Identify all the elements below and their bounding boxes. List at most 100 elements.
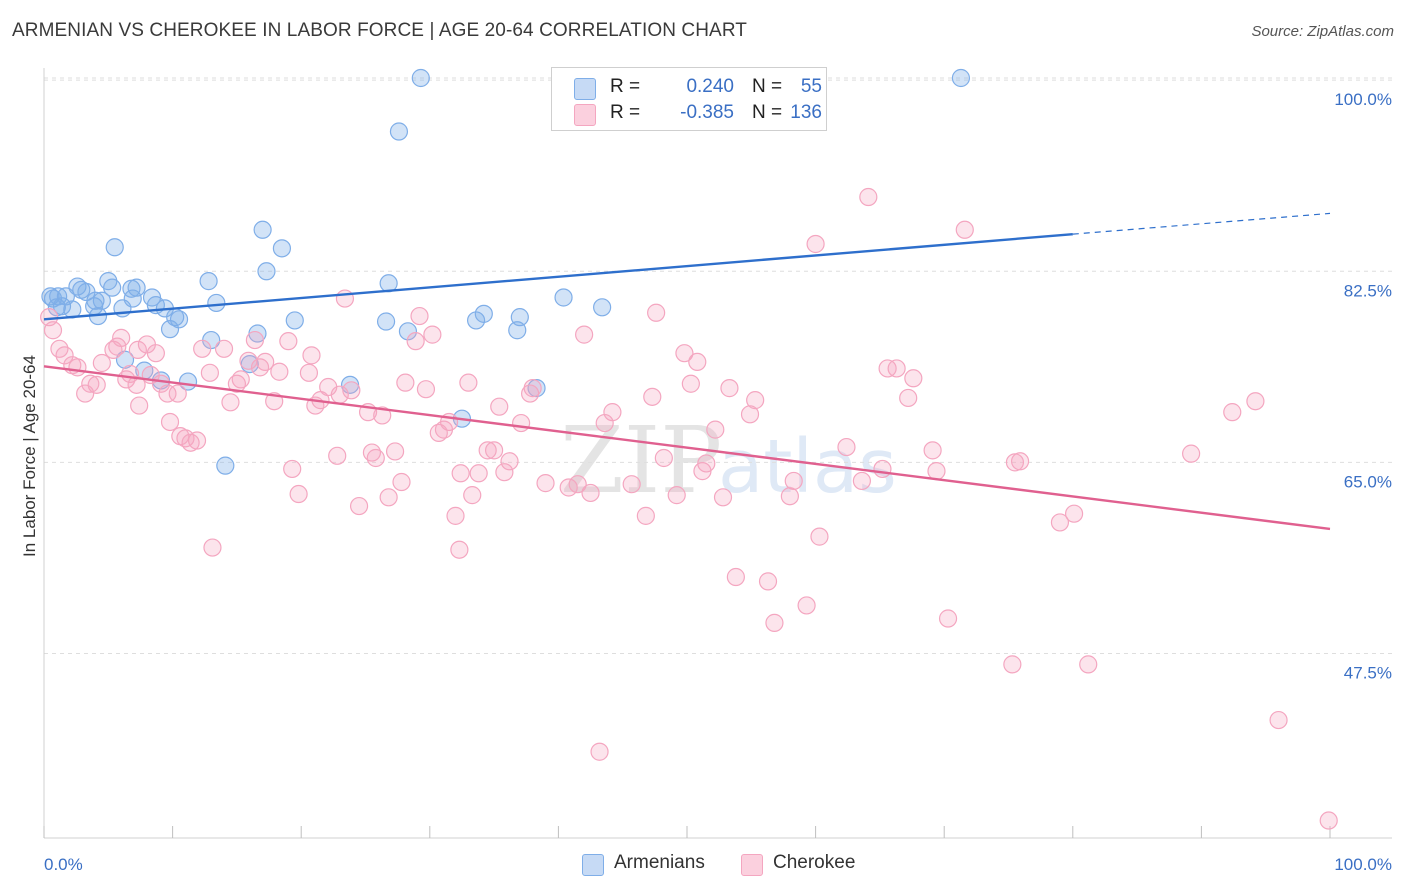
data-point <box>160 412 180 432</box>
y-tick-label: 82.5% <box>1344 281 1392 300</box>
watermark-zip-text: ZIP <box>560 407 722 514</box>
data-point <box>245 330 265 350</box>
data-point <box>636 506 655 525</box>
data-point <box>203 538 222 557</box>
data-point <box>1319 811 1338 830</box>
tick-labels: 47.5% 65.0% 82.5% 100.0% 0.0% 100.0% <box>44 90 1392 874</box>
data-point <box>87 375 106 394</box>
data-point <box>1050 513 1070 532</box>
data-point <box>806 234 825 254</box>
data-point <box>406 332 425 351</box>
data-point <box>410 306 429 326</box>
data-point <box>423 325 442 344</box>
data-point <box>81 374 100 393</box>
data-point <box>873 459 892 479</box>
data-point <box>780 487 799 506</box>
data-point <box>279 332 298 351</box>
data-point <box>416 380 436 399</box>
data-point <box>938 609 958 628</box>
trend-line-armenians <box>43 232 1073 321</box>
data-point <box>335 289 355 308</box>
cherokee-swatch <box>574 104 596 126</box>
data-point <box>123 289 142 308</box>
data-point <box>128 340 147 359</box>
data-point <box>199 272 218 291</box>
data-point <box>647 303 666 322</box>
data-point <box>899 388 918 408</box>
y-tick-label: 47.5% <box>1344 663 1392 682</box>
data-point <box>108 337 127 356</box>
data-point <box>214 339 234 358</box>
data-point <box>697 454 716 473</box>
data-point <box>187 431 207 450</box>
data-point <box>927 462 946 481</box>
data-point <box>270 362 289 381</box>
data-point <box>784 471 803 491</box>
data-point <box>746 391 765 410</box>
data-point <box>200 363 219 382</box>
data-point <box>392 472 411 492</box>
stats-legend: R = 0.240 N = 55 R = -0.385 N = 136 <box>551 67 827 131</box>
legend-label: Armenians <box>614 852 705 873</box>
axes <box>43 68 1392 839</box>
data-point <box>951 68 971 88</box>
data-point <box>285 311 304 330</box>
data-point <box>411 68 430 88</box>
data-point <box>398 322 418 341</box>
watermark: ZIP atlas <box>560 407 897 514</box>
data-point <box>720 379 739 398</box>
data-point <box>127 278 146 297</box>
data-point <box>500 452 519 471</box>
data-point <box>216 456 235 475</box>
data-point <box>373 406 392 425</box>
data-point <box>272 239 292 258</box>
data-point <box>622 475 641 494</box>
data-point <box>1003 655 1022 674</box>
armenians-legend-swatch <box>582 854 604 876</box>
data-point <box>706 420 725 439</box>
data-point <box>654 448 673 468</box>
x-tick-label-max: 100.0% <box>1334 855 1392 874</box>
data-point <box>667 486 686 505</box>
data-point <box>253 220 272 239</box>
data-point <box>726 567 745 587</box>
trend-line-cherokee <box>43 365 1331 531</box>
r-label: R = <box>610 102 641 123</box>
data-point <box>231 370 250 389</box>
data-point <box>758 572 778 591</box>
data-point <box>1064 504 1084 523</box>
data-point <box>450 540 469 559</box>
data-point <box>103 278 122 297</box>
data-point <box>86 291 105 310</box>
chart-title: ARMENIAN VS CHEROKEE IN LABOR FORCE | AG… <box>12 20 748 41</box>
data-point <box>675 344 694 363</box>
data-point <box>105 238 124 257</box>
r-value: 0.240 <box>686 76 734 97</box>
data-point <box>193 339 212 358</box>
data-point <box>92 291 111 310</box>
data-point <box>1269 710 1288 730</box>
data-point <box>52 297 72 316</box>
data-point <box>575 325 594 344</box>
source-note: Source: ZipAtlas.com <box>1251 23 1394 40</box>
data-point <box>955 220 974 239</box>
data-point <box>283 459 302 479</box>
data-point <box>158 384 177 403</box>
trend-line-extension <box>1072 212 1331 235</box>
n-value: 55 <box>800 76 822 97</box>
data-point <box>1246 392 1265 411</box>
trend-lines <box>43 212 1331 531</box>
data-point <box>740 405 760 424</box>
data-point <box>923 441 942 460</box>
data-point <box>510 308 529 327</box>
data-point <box>485 441 504 460</box>
data-point <box>379 488 398 507</box>
legend-label: Cherokee <box>773 852 856 873</box>
y-tick-label: 65.0% <box>1344 472 1392 491</box>
data-point <box>810 527 829 546</box>
data-point <box>221 393 240 412</box>
data-point <box>366 448 385 468</box>
data-point <box>257 262 276 281</box>
data-point <box>299 363 319 382</box>
